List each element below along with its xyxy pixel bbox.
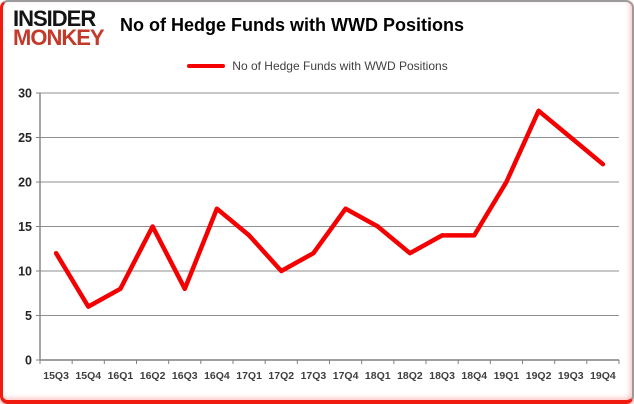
line-chart-canvas: 0 5 10 15 20 25 30 15Q3 15Q4 16Q1 16Q2 16Q3 16Q4 17Q1… <box>18 87 620 382</box>
x-axis-label-19Q2: 19Q2 <box>526 370 552 382</box>
y-axis-label-30: 30 <box>18 87 32 101</box>
y-axis-label-25: 25 <box>18 131 32 145</box>
x-axis-label-18Q4: 18Q4 <box>461 370 487 382</box>
x-axis-label-18Q3: 18Q3 <box>429 370 455 382</box>
x-axis-label-19Q4: 19Q4 <box>590 370 616 382</box>
x-axis-label-17Q4: 17Q4 <box>333 370 359 382</box>
logo-line2: MONKEY <box>13 25 105 50</box>
y-axis-label-0: 0 <box>25 354 32 368</box>
x-axis-label-18Q1: 18Q1 <box>365 370 391 382</box>
x-axis-label-15Q4: 15Q4 <box>75 370 101 382</box>
y-axis-label-20: 20 <box>18 176 32 190</box>
x-axis-label-17Q1: 17Q1 <box>236 370 262 382</box>
x-axis-label-16Q1: 16Q1 <box>108 370 134 382</box>
legend: No of Hedge Funds with WWD Positions <box>3 59 632 73</box>
x-axis-label-19Q1: 19Q1 <box>494 370 520 382</box>
x-axis-label-19Q3: 19Q3 <box>558 370 584 382</box>
x-axis-label-17Q3: 17Q3 <box>301 370 327 382</box>
logo-line1: INSIDER <box>13 6 96 31</box>
page-title: No of Hedge Funds with WWD Positions <box>120 15 464 35</box>
series-line <box>53 108 606 309</box>
x-axis-label-17Q2: 17Q2 <box>268 370 294 382</box>
x-axis-label-15Q3: 15Q3 <box>43 370 69 382</box>
insider-monkey-logo: INSIDER MONKEY <box>13 6 105 50</box>
legend-label: No of Hedge Funds with WWD Positions <box>232 59 448 73</box>
x-axis-label-16Q3: 16Q3 <box>172 370 198 382</box>
x-axis-label-16Q4: 16Q4 <box>204 370 230 382</box>
y-axis-label-15: 15 <box>18 220 32 234</box>
y-axis-label-5: 5 <box>25 309 32 323</box>
legend-line-icon <box>187 64 226 68</box>
x-axis-label-18Q2: 18Q2 <box>397 370 423 382</box>
y-axis-label-10: 10 <box>18 265 32 279</box>
x-axis-label-16Q2: 16Q2 <box>140 370 166 382</box>
